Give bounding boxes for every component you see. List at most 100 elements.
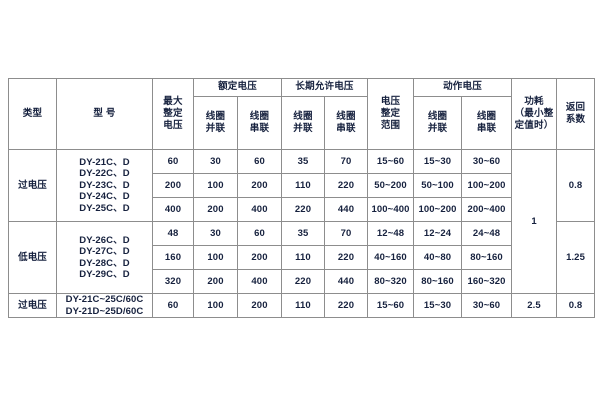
header-rated-coil-series: 线圈 串联	[237, 96, 282, 150]
cell-action-coil-parallel: 12~24	[413, 221, 463, 246]
cell-rated-coil-series: 200	[237, 173, 282, 198]
header-max-setting-voltage-line1: 最大	[163, 95, 183, 107]
cell-long-coil-series: 440	[323, 269, 369, 294]
cell-action-coil-series: 100~200	[461, 173, 513, 198]
model-line: DY-28C、D	[79, 257, 130, 269]
cell-rated-coil-parallel: 100	[193, 173, 238, 198]
cell-max-setting-voltage: 200	[152, 173, 194, 198]
header-long-coil-parallel-line1: 线圈	[293, 110, 313, 122]
header-voltage-setting-range-line1: 电压	[380, 95, 401, 107]
header-rated-coil-parallel-line2: 并联	[205, 123, 226, 134]
cell-voltage-setting-range: 15~60	[367, 149, 415, 174]
cell-max-setting-voltage: 60	[152, 149, 194, 174]
model-line: DY-21C、D	[79, 157, 130, 169]
cell-long-coil-series: 220	[323, 245, 369, 270]
header-power-consumption: 功耗 （最小整 定值时）	[511, 78, 558, 150]
cell-long-coil-series: 70	[323, 221, 369, 246]
header-long-coil-series-line1: 线圈	[336, 110, 356, 122]
model-line: DY-29C、D	[79, 268, 130, 280]
cell-rated-coil-parallel: 100	[193, 293, 238, 318]
cell-long-coil-parallel: 35	[281, 149, 325, 174]
cell-action-coil-parallel: 15~30	[413, 149, 463, 174]
cell-long-coil-parallel: 220	[281, 197, 325, 222]
cell-rated-coil-series: 200	[237, 293, 282, 318]
header-voltage-setting-range-line3: 范围	[380, 120, 401, 132]
model-line: DY-23C、D	[79, 179, 130, 191]
cell-long-coil-series: 440	[323, 197, 369, 222]
cell-action-coil-series: 24~48	[461, 221, 513, 246]
header-max-setting-voltage-line3: 电压	[163, 120, 183, 132]
cell-voltage-setting-range: 40~160	[367, 245, 415, 270]
cell-rated-coil-parallel: 200	[193, 269, 238, 294]
cell-action-coil-series: 160~320	[461, 269, 513, 294]
header-power-consumption-line3: 定值时）	[514, 120, 554, 132]
header-rated-voltage: 额定电压	[193, 78, 282, 97]
header-long-coil-parallel: 线圈 并联	[281, 96, 325, 150]
header-rated-coil-parallel: 线圈 并联	[193, 96, 238, 150]
cell-action-coil-series: 30~60	[461, 293, 513, 318]
model-line: DY-27C、D	[79, 246, 130, 258]
cell-model: DY-21C、D DY-22C、D DY-23C、D DY-24C、D DY-25C、D	[56, 149, 153, 222]
cell-model: DY-21C~25C/60C DY-21D~25D/60C	[56, 293, 153, 318]
header-action-coil-parallel-line1: 线圈	[427, 110, 448, 122]
table-row: 400 200 400 220 440 100~400 100~200 200~400	[9, 197, 595, 222]
cell-return-coefficient: 0.8	[556, 293, 596, 318]
header-max-setting-voltage: 最大 整定 电压	[152, 78, 194, 150]
cell-max-setting-voltage: 160	[152, 245, 194, 270]
table-row: 过电压 DY-21C~25C/60C DY-21D~25D/60C 60 100 200 1…	[8, 293, 596, 318]
cell-rated-coil-series: 400	[237, 197, 282, 222]
header-action-coil-series-line1: 线圈	[476, 110, 497, 122]
cell-long-coil-series: 70	[323, 149, 369, 174]
model-line: DY-26C、D	[79, 234, 130, 246]
model-line: DY-21C~25C/60C	[65, 294, 144, 306]
cell-long-coil-parallel: 35	[281, 221, 325, 246]
header-action-coil-series: 线圈 串联	[461, 96, 513, 150]
cell-action-coil-parallel: 100~200	[413, 197, 463, 222]
cell-voltage-setting-range: 12~48	[367, 221, 415, 246]
header-long-coil-series-line2: 串联	[336, 123, 356, 134]
table-body: 过电压 DY-21C、D DY-22C、D DY-23C、D DY-24C、D DY-25…	[8, 149, 596, 318]
table-row: 低电压 DY-26C、D DY-27C、D DY-28C、D DY-29C、D 48 30 6…	[8, 221, 596, 294]
cell-voltage-setting-range: 100~400	[367, 197, 415, 222]
cell-long-coil-parallel: 110	[281, 293, 325, 318]
header-long-coil-series: 线圈 串联	[323, 96, 369, 150]
cell-power-consumption: 1	[511, 149, 558, 294]
cell-voltage-setting-range: 15~60	[367, 293, 415, 318]
header-power-consumption-line1: 功耗	[524, 95, 544, 107]
cell-max-setting-voltage: 60	[152, 293, 194, 318]
cell-long-coil-parallel: 110	[281, 245, 325, 270]
cell-action-coil-parallel: 15~30	[413, 293, 463, 318]
model-line: DY-25C、D	[79, 202, 130, 214]
header-rated-coil-parallel-line1: 线圈	[205, 110, 226, 122]
cell-rated-coil-series: 60	[237, 221, 282, 246]
header-action-coil-parallel-line2: 并联	[427, 123, 448, 134]
header-rated-coil-series-line2: 串联	[249, 123, 270, 134]
header-voltage-setting-range-line2: 整定	[380, 107, 401, 119]
cell-rated-coil-parallel: 30	[193, 221, 238, 246]
table-header-row-sub: 线圈 并联 线圈 串联 线圈 并联 线圈 串联 线圈 并联	[9, 96, 595, 150]
cell-action-coil-parallel: 40~80	[413, 245, 463, 270]
cell-rated-coil-series: 200	[237, 245, 282, 270]
header-long-coil-parallel-line2: 并联	[293, 123, 313, 134]
header-rated-coil-series-line1: 线圈	[249, 110, 270, 122]
header-long-term-allowed-voltage: 长期允许电压	[280, 78, 369, 97]
cell-action-coil-parallel: 50~100	[413, 173, 463, 198]
header-return-coefficient: 返回 系数	[556, 78, 596, 150]
cell-type: 过电压	[8, 149, 57, 222]
header-max-setting-voltage-line2: 整定	[163, 107, 183, 119]
cell-action-coil-series: 30~60	[461, 149, 513, 174]
cell-rated-coil-series: 60	[237, 149, 282, 174]
cell-action-coil-series: 80~160	[461, 245, 513, 270]
cell-action-coil-series: 200~400	[461, 197, 513, 222]
header-action-voltage: 动作电压	[413, 78, 513, 97]
header-return-coefficient-line1: 返回	[565, 101, 586, 113]
cell-voltage-setting-range: 80~320	[367, 269, 415, 294]
cell-voltage-setting-range: 50~200	[367, 173, 415, 198]
cell-long-coil-series: 220	[323, 173, 369, 198]
header-return-coefficient-line2: 系数	[565, 114, 586, 125]
cell-long-coil-parallel: 220	[281, 269, 325, 294]
cell-type: 过电压	[8, 293, 57, 318]
header-model: 型 号	[56, 78, 153, 150]
model-line: DY-24C、D	[79, 191, 130, 203]
header-action-coil-parallel: 线圈 并联	[413, 96, 463, 150]
